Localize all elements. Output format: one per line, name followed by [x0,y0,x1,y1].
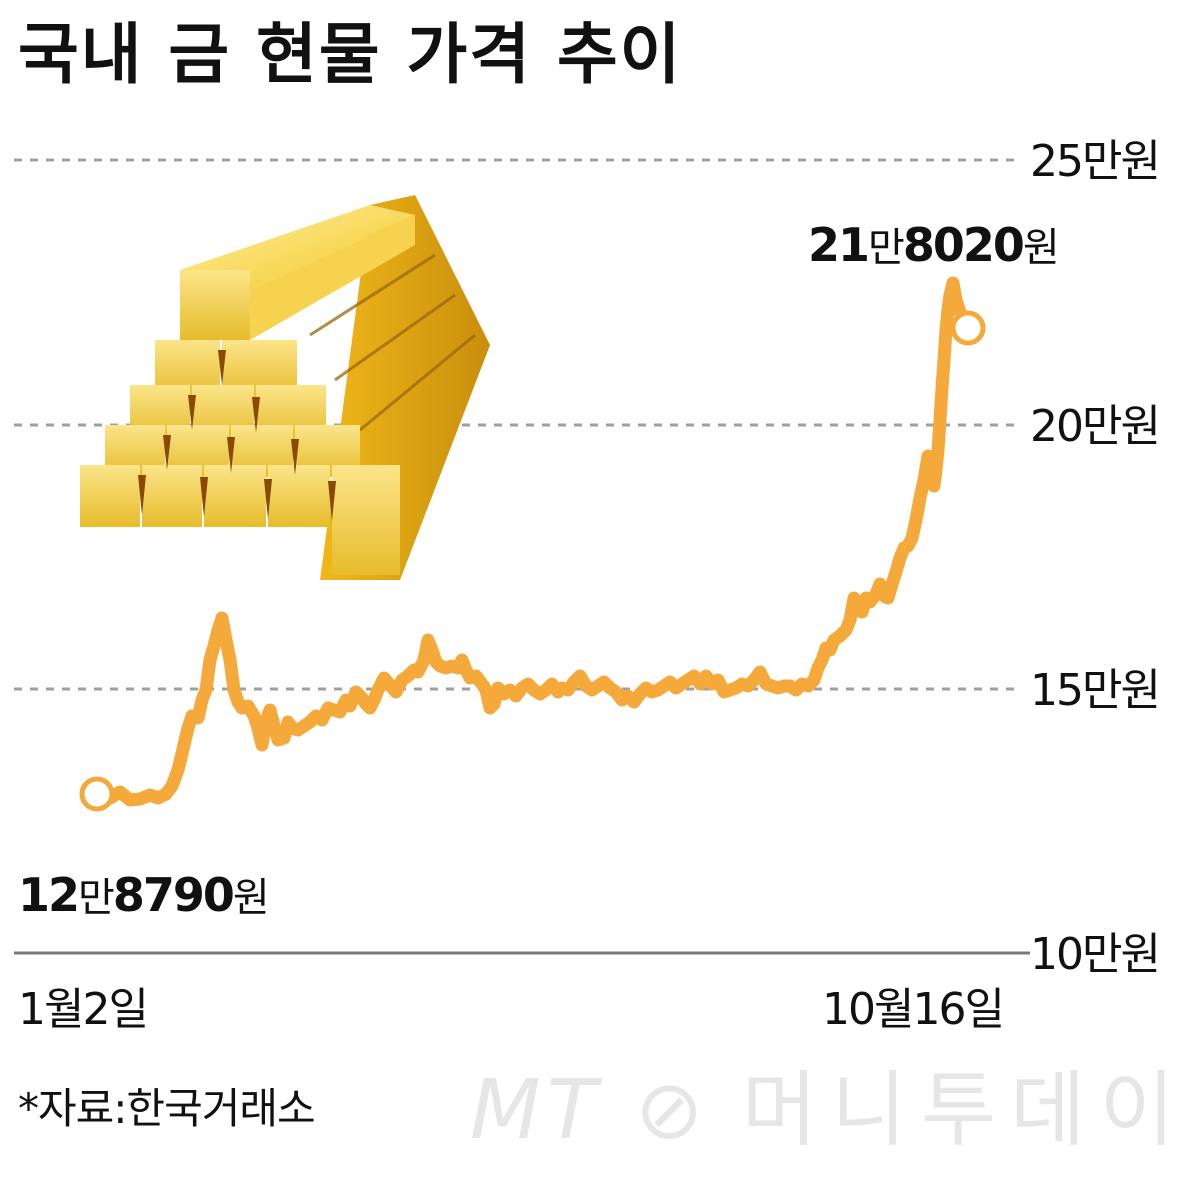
source-note: *자료:한국거래소 [18,1084,316,1133]
end-value-man: 21 [808,218,870,272]
end-marker [950,310,986,346]
end-value-won: 원 [1022,225,1060,271]
x-tick-end: 10월16일 [822,984,1005,1035]
gold-bars-icon [80,195,490,580]
start-marker [79,776,115,812]
start-value-label: 12만8790원 [18,872,270,921]
y-tick-100000: 10만원 [1030,929,1161,980]
chart-title: 국내 금 현물 가격 추이 [18,16,683,93]
price-line [90,276,975,807]
y-tick-200000: 20만원 [1030,401,1161,452]
watermark-swoosh-icon: ⊘ [634,1063,710,1158]
start-value-man: 12 [18,868,80,922]
watermark: MT ⊘ 머니투데이 [470,1070,1189,1152]
start-value-rest: 8790 [112,868,235,922]
watermark-name: 머니투데이 [741,1063,1189,1158]
start-value-man-unit: 만 [78,875,115,921]
end-value-rest: 8020 [902,218,1025,272]
end-value-man-unit: 만 [868,225,905,271]
start-value-won: 원 [232,875,270,921]
end-value-label: 21만8020원 [808,222,1060,271]
watermark-logo: MT [470,1063,603,1158]
y-tick-150000: 15만원 [1030,665,1161,716]
x-tick-start: 1월2일 [18,984,149,1035]
y-tick-250000: 25만원 [1030,136,1161,187]
